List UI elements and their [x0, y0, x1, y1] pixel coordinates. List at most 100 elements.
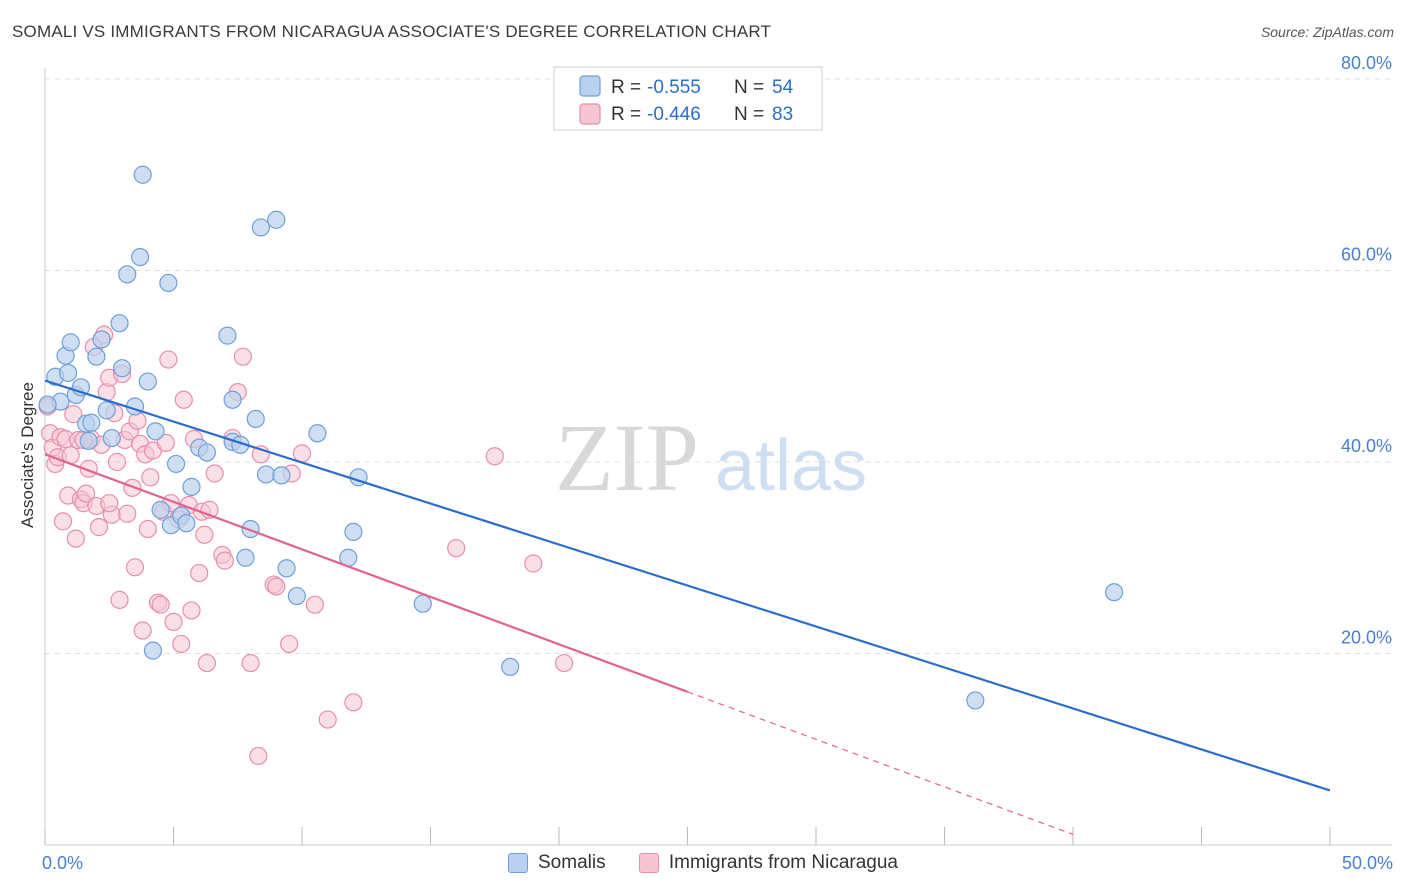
nicaragua-point [292, 444, 312, 463]
somali-point [966, 691, 985, 710]
somali-point [146, 422, 165, 441]
somali-point [177, 514, 196, 533]
nicaragua-point [66, 529, 85, 548]
nicaragua-point [100, 494, 119, 513]
somali-point [344, 522, 363, 541]
nicaragua-point [344, 693, 363, 712]
somali-point [138, 372, 157, 391]
somali-point [1105, 583, 1124, 602]
nicaragua-points [38, 325, 574, 766]
somali-point [79, 431, 98, 451]
nicaragua-point [197, 653, 217, 673]
series-swatch-nicaragua [638, 853, 659, 873]
nicaragua-point [125, 558, 145, 577]
nicaragua-point [241, 653, 260, 673]
grid-layer [45, 78, 1392, 654]
somali-point [133, 165, 152, 184]
nicaragua-point [174, 390, 193, 409]
nicaragua-point [53, 512, 73, 531]
series-legend-nicaragua[interactable]: Immigrants from Nicaragua [638, 852, 898, 874]
series-legend: Somalis Immigrants from Nicaragua [0, 852, 1406, 879]
legend-swatch-nicaragua [579, 103, 601, 125]
somali-point [236, 548, 255, 567]
legend-r-value-somalis: -0.555 [647, 77, 701, 98]
nicaragua-point [159, 350, 178, 369]
nicaragua-point [64, 405, 83, 424]
somali-point [277, 559, 296, 578]
legend-n-label-nicaragua: N = [734, 104, 764, 125]
somali-point [159, 273, 178, 293]
somali-point [61, 333, 80, 352]
somali-point [241, 519, 260, 539]
somali-point [38, 395, 57, 414]
somali-point [272, 466, 291, 485]
nicaragua-point [280, 634, 299, 654]
somali-point [112, 359, 132, 378]
nicaragua-point [77, 484, 96, 503]
somali-point [82, 413, 101, 432]
y-axis-label: Associate's Degree [18, 382, 37, 528]
legend-r-label-nicaragua: R = [611, 104, 641, 125]
nicaragua-point [141, 468, 160, 487]
somali-point [118, 265, 137, 284]
nicaragua-point [156, 433, 175, 452]
y-tick-label: 20.0% [1341, 628, 1392, 648]
nicaragua-point [233, 347, 252, 366]
nicaragua-point [182, 601, 201, 620]
chart-title: SOMALI VS IMMIGRANTS FROM NICARAGUA ASSO… [12, 22, 772, 41]
somali-point [197, 443, 217, 462]
series-label-nicaragua: Immigrants from Nicaragua [668, 852, 898, 873]
nicaragua-point [215, 551, 234, 570]
nicaragua-point [138, 519, 157, 539]
somali-point [223, 390, 242, 409]
somali-point [59, 363, 78, 383]
nicaragua-trend-line [44, 453, 688, 693]
nicaragua-point [151, 595, 170, 614]
somali-point [287, 586, 306, 606]
nicaragua-point [447, 539, 466, 558]
somali-point [166, 454, 186, 474]
somali-point [218, 326, 237, 345]
somali-point [246, 409, 265, 429]
somali-point [130, 247, 150, 267]
somali-point [308, 424, 327, 443]
somali-point [267, 210, 286, 229]
nicaragua-point [305, 595, 324, 614]
legend-r-value-nicaragua: -0.446 [647, 104, 701, 125]
x-tick-label-min: 0.0% [42, 853, 83, 873]
somali-point [143, 641, 163, 660]
somali-point [501, 657, 520, 677]
nicaragua-point [118, 504, 137, 523]
legend-swatch-somalis [579, 75, 601, 97]
legend-n-label-somalis: N = [734, 77, 764, 98]
somali-trend-line [44, 379, 1331, 792]
nicaragua-point [172, 634, 191, 654]
nicaragua-point [190, 563, 209, 583]
nicaragua-point [555, 653, 574, 673]
nicaragua-point [164, 612, 183, 632]
nicaragua-point [205, 464, 224, 483]
somali-point [92, 330, 111, 349]
legend-n-value-nicaragua: 83 [772, 104, 793, 125]
somali-point [97, 401, 116, 420]
series-label-somalis: Somalis [538, 852, 606, 873]
somali-point [110, 314, 129, 333]
nicaragua-point [318, 710, 337, 729]
nicaragua-point [524, 554, 543, 573]
nicaragua-trend-extension [687, 691, 1074, 836]
y-tick-label: 60.0% [1341, 245, 1392, 265]
series-legend-somalis[interactable]: Somalis [508, 852, 606, 874]
nicaragua-point [89, 518, 109, 537]
somali-point [256, 465, 276, 484]
somali-point [413, 594, 432, 613]
somali-point [182, 477, 201, 496]
nicaragua-point [110, 590, 129, 609]
somali-point [102, 428, 121, 448]
trend-lines [44, 379, 1331, 836]
nicaragua-point [123, 478, 142, 497]
y-tick-label: 40.0% [1341, 436, 1392, 456]
nicaragua-point [107, 452, 127, 472]
legend-r-label-somalis: R = [611, 77, 641, 98]
somali-point [87, 347, 106, 366]
y-tick-label: 80.0% [1341, 53, 1392, 73]
